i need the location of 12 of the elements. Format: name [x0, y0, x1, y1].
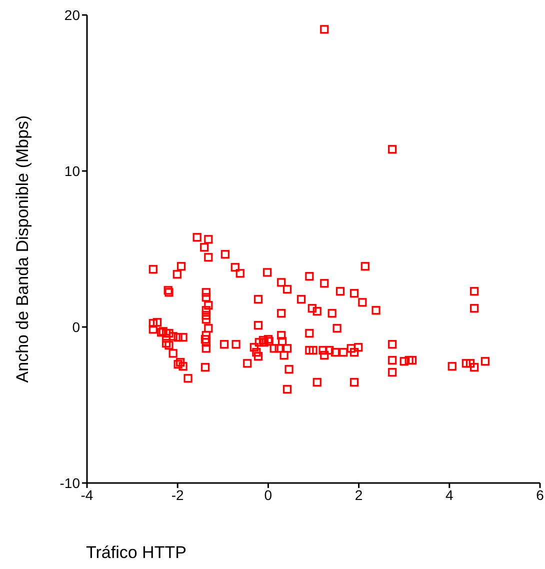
x-axis-title: Tráfico HTTP [86, 543, 186, 562]
x-tick-label: -2 [171, 486, 184, 503]
x-tick-label: 0 [264, 486, 272, 503]
x-tick-label: -4 [80, 486, 94, 503]
x-tick-label: 6 [536, 486, 544, 503]
y-tick-label: 0 [72, 318, 80, 335]
y-tick-label: -10 [60, 474, 80, 491]
y-axis-title: Ancho de Banda Disponible (Mbps) [13, 115, 32, 383]
x-tick-label: 2 [354, 486, 363, 503]
y-tick-label: 20 [64, 6, 80, 23]
y-tick-label: 10 [64, 162, 80, 179]
x-tick-label: 4 [446, 486, 454, 503]
